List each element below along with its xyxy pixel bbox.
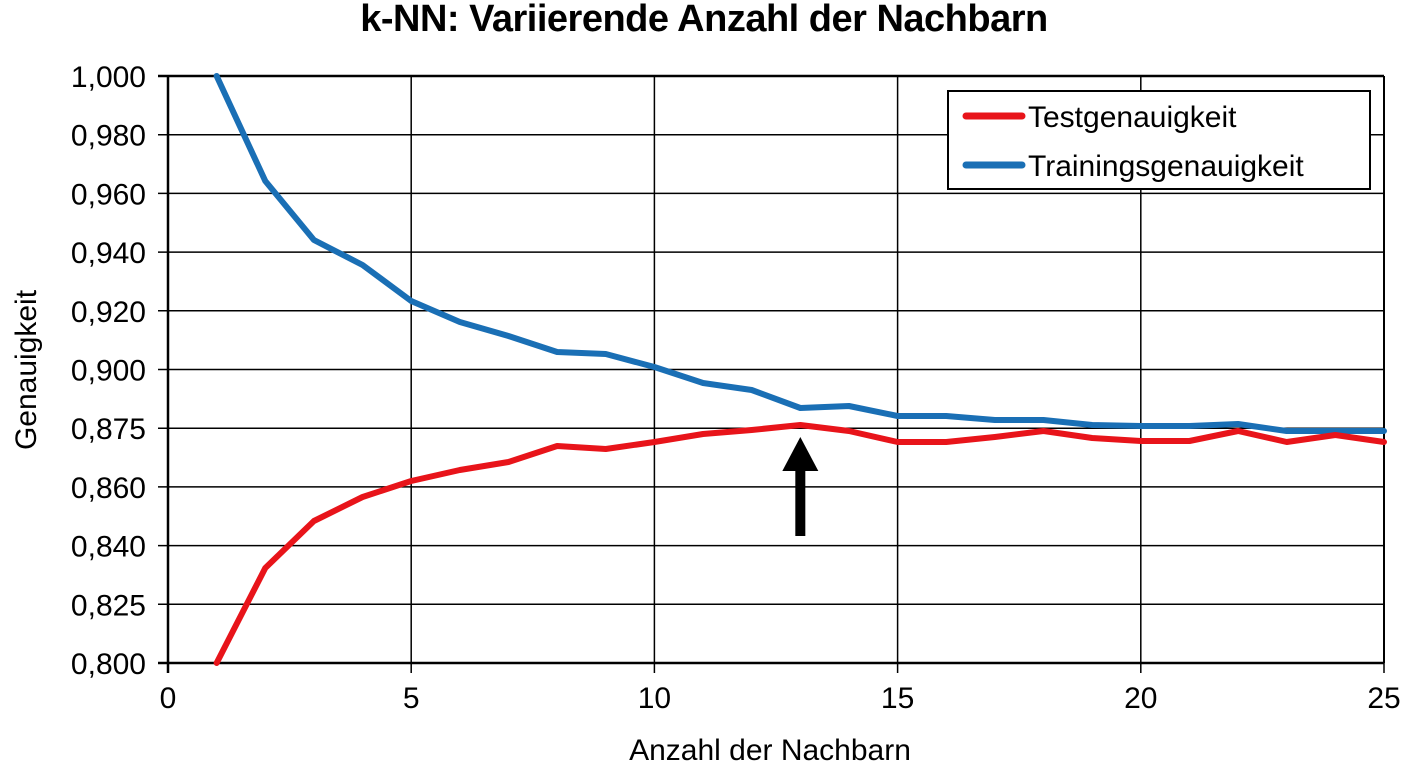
x-tick-label: 20 xyxy=(1124,682,1157,715)
x-axis-label: Anzahl der Nachbarn xyxy=(629,734,911,767)
y-tick-label: 0,875 xyxy=(71,413,146,446)
y-axis-label: Genauigkeit xyxy=(10,289,43,450)
y-tick-label: 1,000 xyxy=(71,61,146,94)
x-tick-label: 5 xyxy=(403,682,420,715)
x-tick-label: 0 xyxy=(160,682,177,715)
y-tick-label: 0,800 xyxy=(71,648,146,681)
test-accuracy-line xyxy=(213,422,1387,666)
y-axis-ticks: 1,000 0,980 0,960 0,940 0,920 0,900 0,875 0,860… xyxy=(71,61,146,681)
x-tick-label: 25 xyxy=(1367,682,1400,715)
y-tick-label: 0,920 xyxy=(71,296,146,329)
y-tick-label: 0,960 xyxy=(71,178,146,211)
x-tick-label: 15 xyxy=(881,682,914,715)
legend: Testgenauigkeit Trainingsgenauigkeit xyxy=(947,90,1371,190)
y-tick-label: 0,980 xyxy=(71,120,146,153)
y-tick-label: 0,840 xyxy=(71,531,146,564)
training-accuracy-line xyxy=(213,73,1387,434)
x-tick-label: 10 xyxy=(638,682,671,715)
x-axis-ticks: 0 5 10 15 20 25 xyxy=(160,682,1401,715)
grid xyxy=(158,74,1385,673)
y-tick-label: 0,825 xyxy=(71,589,146,622)
y-tick-label: 0,860 xyxy=(71,472,146,505)
legend-train-label: Trainingsgenauigkeit xyxy=(1028,150,1304,183)
optimal-k-arrow-icon xyxy=(782,437,819,536)
chart-title: k-NN: Variierende Anzahl der Nachbarn xyxy=(360,0,1048,40)
y-tick-label: 0,900 xyxy=(71,355,146,388)
legend-test-label: Testgenauigkeit xyxy=(1028,101,1237,134)
y-tick-label: 0,940 xyxy=(71,237,146,270)
